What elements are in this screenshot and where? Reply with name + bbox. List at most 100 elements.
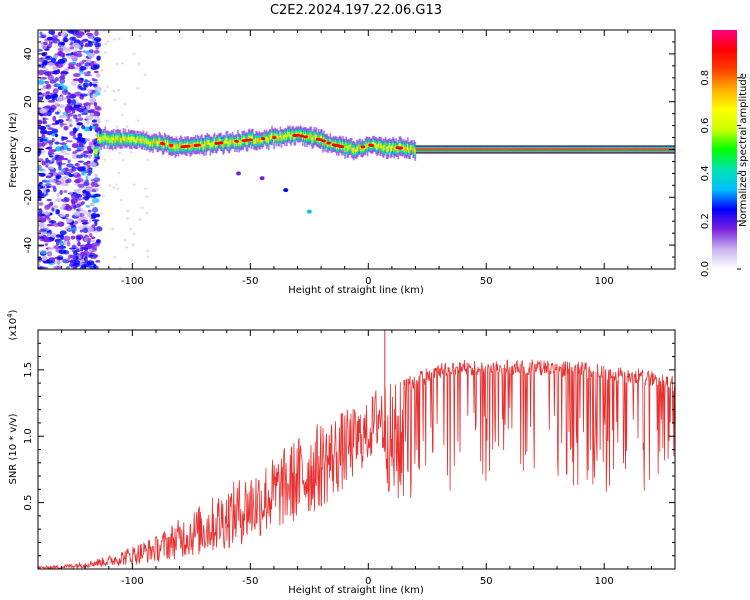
- track-core: [377, 144, 379, 150]
- noise-blob: [93, 64, 99, 68]
- noise-blob: [79, 244, 87, 248]
- noise-blob: [60, 168, 66, 172]
- track-core: [628, 148, 631, 151]
- track-core: [431, 148, 434, 151]
- track-core: [442, 148, 444, 151]
- track-peak: [369, 143, 375, 147]
- noise-blob: [59, 206, 64, 210]
- track-core: [471, 148, 474, 151]
- noise-blob: [93, 177, 101, 182]
- track-peak: [303, 135, 308, 139]
- track-core: [620, 148, 623, 151]
- track-core: [601, 148, 603, 151]
- track-core: [661, 148, 664, 151]
- track-core: [276, 133, 279, 139]
- noise-blob: [38, 202, 44, 206]
- track-core: [505, 148, 508, 151]
- spectrogram-marks: [38, 30, 675, 269]
- track-core: [474, 148, 477, 151]
- track-core: [327, 142, 330, 148]
- noise-blob: [57, 44, 65, 48]
- noise-blob: [61, 71, 69, 75]
- noise-blob: [57, 155, 65, 161]
- noise-blob: [77, 241, 81, 247]
- noise-blob: [57, 161, 63, 167]
- noise-blob: [88, 49, 94, 54]
- noise-blob: [96, 55, 101, 61]
- noise-blob: [38, 158, 44, 162]
- track-core: [465, 148, 468, 151]
- track-core: [623, 148, 626, 151]
- track-core: [414, 148, 417, 155]
- track-core: [452, 148, 455, 151]
- noise-blob: [38, 79, 45, 85]
- track-core: [314, 134, 317, 140]
- track-core: [387, 145, 390, 152]
- snr-series-line: [38, 359, 675, 569]
- noise-blob: [44, 80, 50, 84]
- track-core: [534, 148, 537, 151]
- noise-blob: [95, 38, 101, 43]
- track-core: [259, 138, 262, 144]
- noise-blob: [125, 246, 129, 249]
- noise-blob: [79, 251, 85, 257]
- noise-blob: [80, 219, 89, 223]
- track-core: [463, 148, 465, 151]
- noise-blob: [94, 30, 99, 37]
- noise-blob: [82, 102, 89, 106]
- noise-blob: [75, 117, 80, 123]
- noise-blob: [79, 266, 87, 269]
- noise-blob: [60, 183, 69, 186]
- track-core: [247, 135, 250, 141]
- track-core: [267, 137, 270, 144]
- noise-blob: [50, 232, 57, 238]
- noise-blob: [81, 108, 89, 114]
- secondary-track-point: [236, 171, 242, 176]
- track-core: [399, 143, 402, 149]
- track-core: [208, 139, 211, 145]
- track-core: [102, 135, 105, 141]
- noise-blob: [71, 165, 77, 172]
- track-core: [421, 148, 424, 151]
- noise-blob: [42, 236, 51, 241]
- noise-blob: [65, 266, 70, 269]
- noise-blob: [73, 266, 78, 269]
- noise-blob: [90, 181, 95, 188]
- noise-blob: [84, 74, 93, 77]
- track-core: [258, 137, 261, 144]
- track-core: [637, 148, 640, 151]
- noise-blob: [65, 105, 71, 110]
- track-core: [308, 134, 310, 140]
- track-core: [187, 141, 189, 147]
- track-core: [299, 131, 302, 137]
- track-core: [248, 135, 251, 142]
- track-core: [405, 146, 408, 153]
- track-core: [99, 136, 101, 142]
- noise-blob: [54, 111, 60, 115]
- track-core: [97, 135, 99, 141]
- x-tick-label: -100: [121, 276, 144, 287]
- track-core: [229, 139, 232, 145]
- noise-blob: [83, 126, 91, 132]
- track-core: [285, 134, 288, 141]
- noise-blob: [59, 189, 63, 195]
- snr-marks: [38, 330, 675, 569]
- track-core: [139, 136, 142, 142]
- noise-blob: [136, 87, 140, 90]
- track-core: [103, 135, 106, 142]
- noise-blob: [85, 115, 93, 121]
- track-core: [586, 148, 589, 151]
- track-core: [374, 142, 376, 147]
- noise-blob: [75, 203, 81, 208]
- track-core: [411, 145, 413, 150]
- noise-blob: [76, 177, 84, 183]
- track-core: [639, 148, 642, 151]
- x-tick-label: 50: [480, 576, 493, 587]
- noise-blob: [88, 254, 93, 258]
- noise-blob: [112, 89, 116, 93]
- track-core: [606, 148, 609, 151]
- noise-blob: [132, 183, 136, 186]
- noise-blob: [71, 99, 76, 105]
- track-core: [581, 148, 583, 151]
- track-core: [418, 148, 421, 151]
